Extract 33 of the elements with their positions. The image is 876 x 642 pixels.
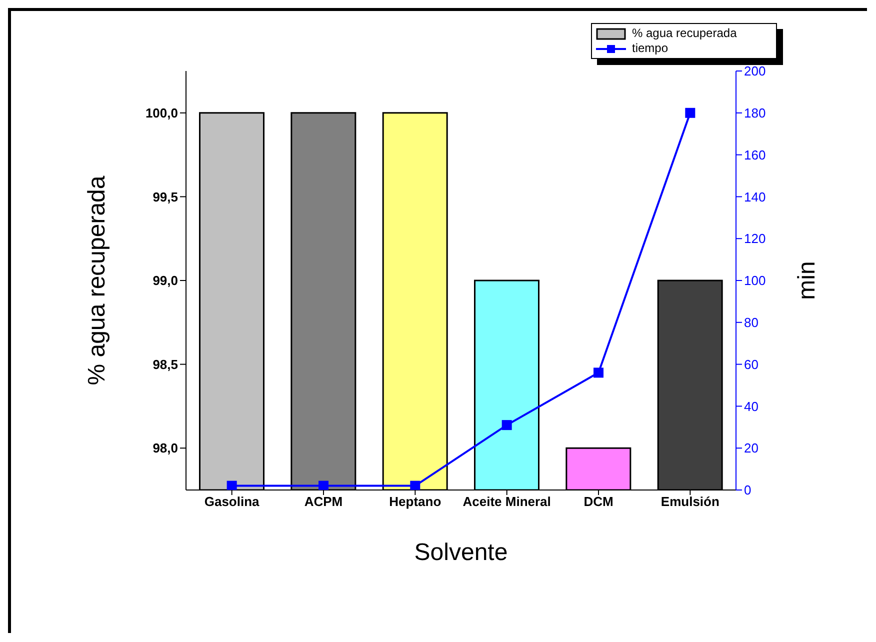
point: [594, 368, 604, 378]
x-tick-label: Gasolina: [204, 494, 260, 510]
y-tick-label: 98,5: [152, 356, 178, 372]
y2-tick-label: 180: [744, 106, 766, 121]
x-tick-label: Aceite Mineral: [462, 494, 551, 510]
y-axis-title: % agua recuperada: [84, 175, 111, 386]
x-axis-title: Solvente: [414, 539, 508, 566]
y2-tick-label: 160: [744, 147, 766, 162]
y2-tick-label: 0: [744, 482, 752, 498]
point: [502, 420, 512, 430]
point: [410, 480, 420, 490]
x-tick-label: DCM: [584, 494, 614, 510]
point: [226, 480, 237, 490]
y2-tick-label: 60: [744, 356, 758, 372]
y2-tick-label: 140: [744, 189, 766, 204]
x-tick-label: Heptano: [389, 494, 442, 510]
point: [318, 480, 328, 490]
y-tick-label: 98,0: [152, 440, 178, 456]
x-tick-label: ACPM: [304, 494, 343, 510]
y2-tick-label: 40: [744, 398, 758, 414]
y-tick-label: 99,0: [152, 273, 178, 288]
legend-label: tiempo: [632, 41, 668, 56]
legend-label: % agua recuperada: [632, 26, 737, 41]
y2-tick-label: 200: [744, 64, 766, 79]
y2-tick-label: 20: [744, 440, 758, 456]
y-tick-label: 100,0: [145, 106, 178, 121]
y-tick-label: 99,5: [152, 189, 178, 204]
y2-axis-title: min: [794, 261, 821, 300]
point: [685, 108, 696, 118]
y2-tick-label: 120: [744, 231, 766, 246]
y2-tick-label: 80: [744, 315, 758, 330]
x-tick-label: Emulsión: [660, 494, 720, 510]
y2-tick-label: 100: [744, 273, 766, 288]
